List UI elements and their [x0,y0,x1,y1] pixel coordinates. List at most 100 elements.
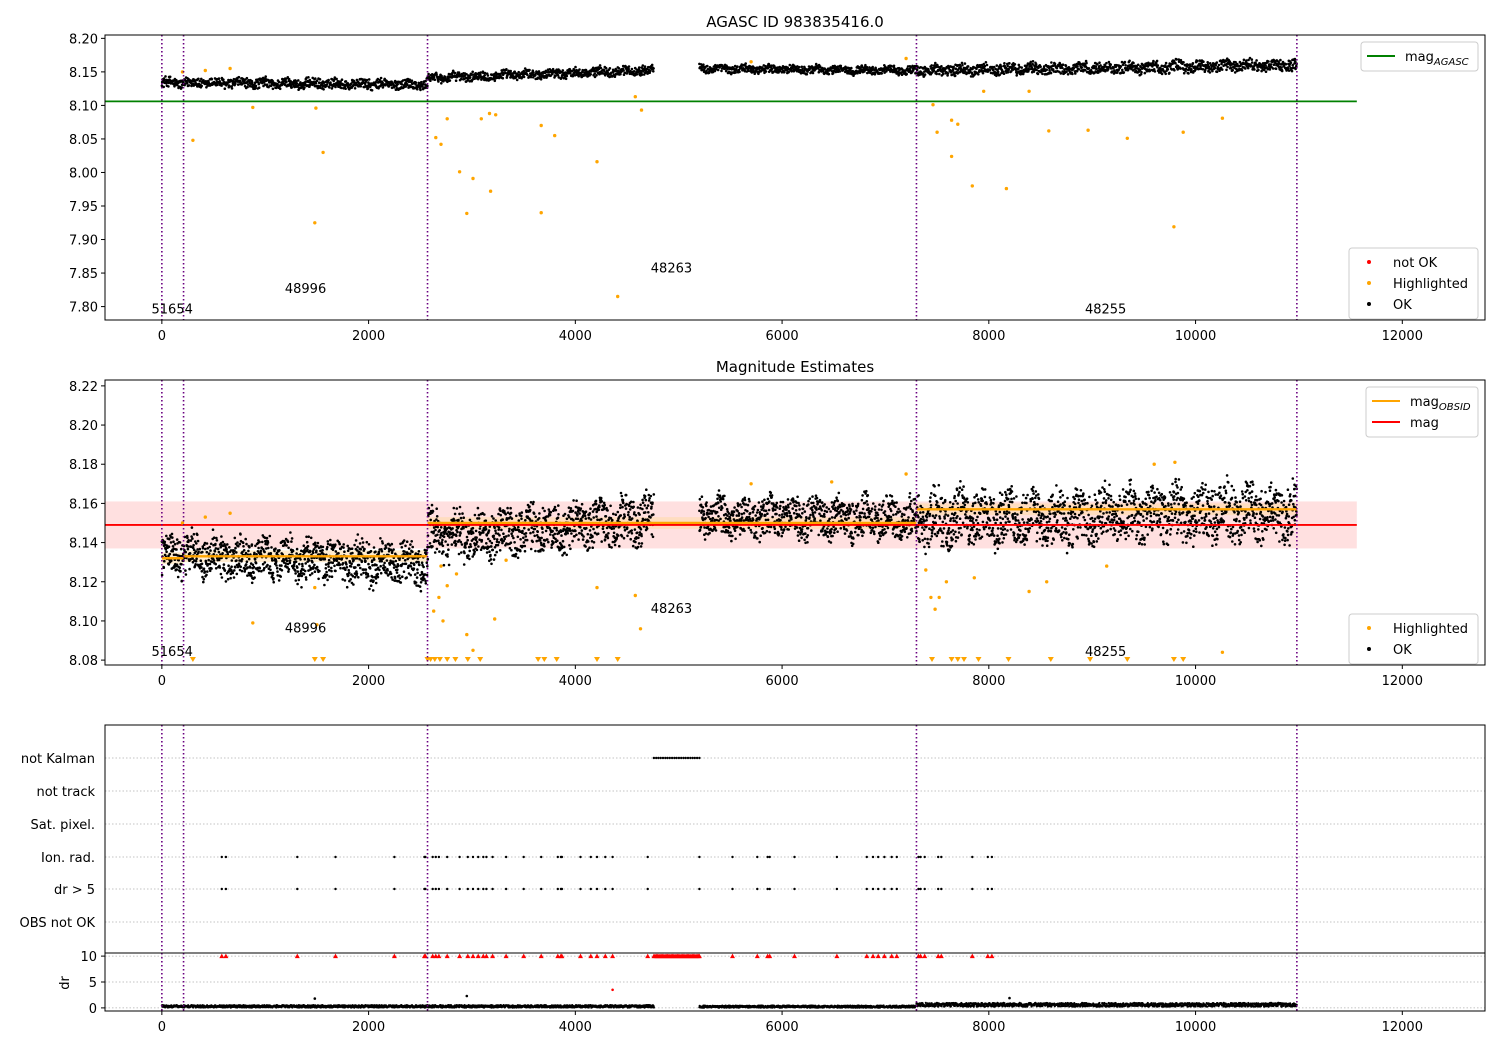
ok-point [380,559,384,563]
ok-point [623,525,626,529]
ok-point [209,549,212,552]
ok-point [257,86,261,89]
ok-point [428,542,432,545]
ok-point [178,566,181,569]
ok-point [850,66,853,70]
ok-point [333,78,336,81]
ok-point [507,534,510,537]
ok-point [619,503,622,507]
ok-point [257,82,261,86]
legend-label-text: not OK [1393,256,1438,271]
ok-point [620,535,624,538]
ok-point [523,526,526,530]
ok-point [296,566,299,569]
ok-point [261,540,264,544]
ok-point [191,557,194,560]
ok-point [744,62,747,65]
ok-point [502,532,505,535]
ok-point [416,568,419,571]
ok-point [413,573,417,576]
ok-point [396,568,399,571]
ok-point [347,568,351,572]
ok-point [440,541,444,544]
ok-point [576,514,579,517]
ok-point [322,88,325,91]
ok-point [601,527,605,530]
ok-point [1213,66,1217,70]
ok-point [1164,61,1168,65]
ok-point [383,561,386,565]
ok-point [514,552,518,556]
ok-point [192,543,195,547]
ok-point [191,537,194,540]
highlighted-point [1220,116,1225,120]
ok-point [233,536,237,540]
ok-point [335,559,339,562]
ok-point [412,563,416,567]
ok-point [981,71,985,75]
legend-dot-swatch [1367,302,1371,306]
ok-point [548,513,552,517]
ok-point [490,541,494,545]
ok-point [1166,68,1170,71]
ok-point [441,538,444,542]
ok-point [1215,70,1219,74]
ok-point [368,587,371,591]
ok-point [418,585,422,588]
ok-point [436,525,440,529]
ok-point [404,85,408,88]
ok-point [499,513,503,517]
ok-point [520,517,523,521]
ok-point [552,541,555,544]
ok-point [1225,68,1228,72]
ok-point [357,576,360,579]
ok-point [818,65,822,68]
ok-point [553,532,557,536]
ok-point [366,87,370,90]
ok-point [230,85,233,88]
ok-point [952,65,955,69]
x-tick-label: 12000 [1382,329,1423,344]
ok-point [622,69,625,72]
ok-point [171,549,175,553]
ok-point [571,509,575,513]
ok-point [1020,66,1023,69]
ok-point [475,542,478,546]
ok-point [584,517,588,520]
ok-point [351,551,354,555]
ok-point [437,539,440,542]
ok-point [390,542,394,546]
ok-point [346,549,350,552]
ok-point [561,539,565,543]
ok-point [198,79,202,83]
ok-point [350,562,353,565]
ok-point [229,576,232,580]
ok-point [522,536,525,540]
ok-point [333,76,337,79]
ok-point [396,82,400,86]
legend-label-text: OK [1393,298,1412,313]
ok-point [458,512,461,516]
highlighted-point [471,176,475,181]
ok-point [236,541,239,544]
ok-point [433,78,437,81]
ok-point [412,567,416,570]
ok-point [517,70,520,74]
ok-point [187,84,191,87]
highlighted-point [439,142,443,146]
ok-point [261,76,265,80]
ok-point [565,517,569,521]
ok-point [1066,73,1070,76]
ok-point [327,78,330,82]
ok-point [331,561,335,565]
highlighted-point [904,56,908,61]
ok-point [274,547,277,550]
ok-point [530,526,533,529]
ok-point [384,546,388,549]
ok-point [1013,63,1017,66]
ok-point [168,75,172,79]
ok-point [295,547,299,551]
ok-point [455,507,459,510]
